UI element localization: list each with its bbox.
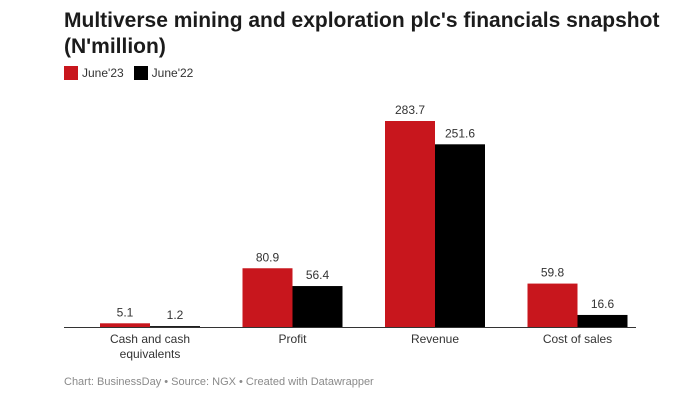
- value-label-june23-3: 59.8: [541, 266, 565, 280]
- category-label-0: Cash and cash equivalents: [110, 332, 190, 361]
- category-label-2: Revenue: [411, 332, 459, 346]
- bar-june22-0: [150, 326, 200, 327]
- legend-swatch-june23: [64, 66, 78, 80]
- legend-label-june22: June'22: [151, 66, 194, 80]
- bar-june23-0: [100, 323, 150, 327]
- category-label-3: Cost of sales: [543, 332, 612, 346]
- bar-june23-3: [527, 283, 578, 327]
- bar-june22-2: [435, 144, 485, 327]
- chart-source: Chart: BusinessDay • Source: NGX • Creat…: [64, 376, 374, 388]
- bar-june23-2: [385, 121, 435, 327]
- bar-june22-3: [577, 314, 628, 327]
- legend: June'23 June'22: [64, 66, 193, 80]
- value-label-june22-2: 251.6: [445, 126, 475, 140]
- legend-item-june23: June'23: [64, 66, 124, 80]
- value-label-june22-1: 56.4: [306, 268, 330, 282]
- value-label-june23-1: 80.9: [256, 250, 280, 264]
- legend-swatch-june22: [133, 66, 148, 80]
- chart-title: Multiverse mining and exploration plc's …: [64, 9, 660, 58]
- value-label-june22-3: 16.6: [591, 297, 615, 311]
- value-label-june23-0: 5.1: [117, 305, 134, 319]
- category-label-1: Profit: [278, 332, 307, 346]
- legend-label-june23: June'23: [82, 66, 124, 80]
- value-label-june22-0: 1.2: [167, 308, 184, 322]
- value-label-june23-2: 283.7: [395, 103, 425, 117]
- bar-june23-1: [242, 268, 293, 327]
- legend-item-june22: June'22: [133, 66, 194, 80]
- bar-june22-1: [292, 286, 343, 327]
